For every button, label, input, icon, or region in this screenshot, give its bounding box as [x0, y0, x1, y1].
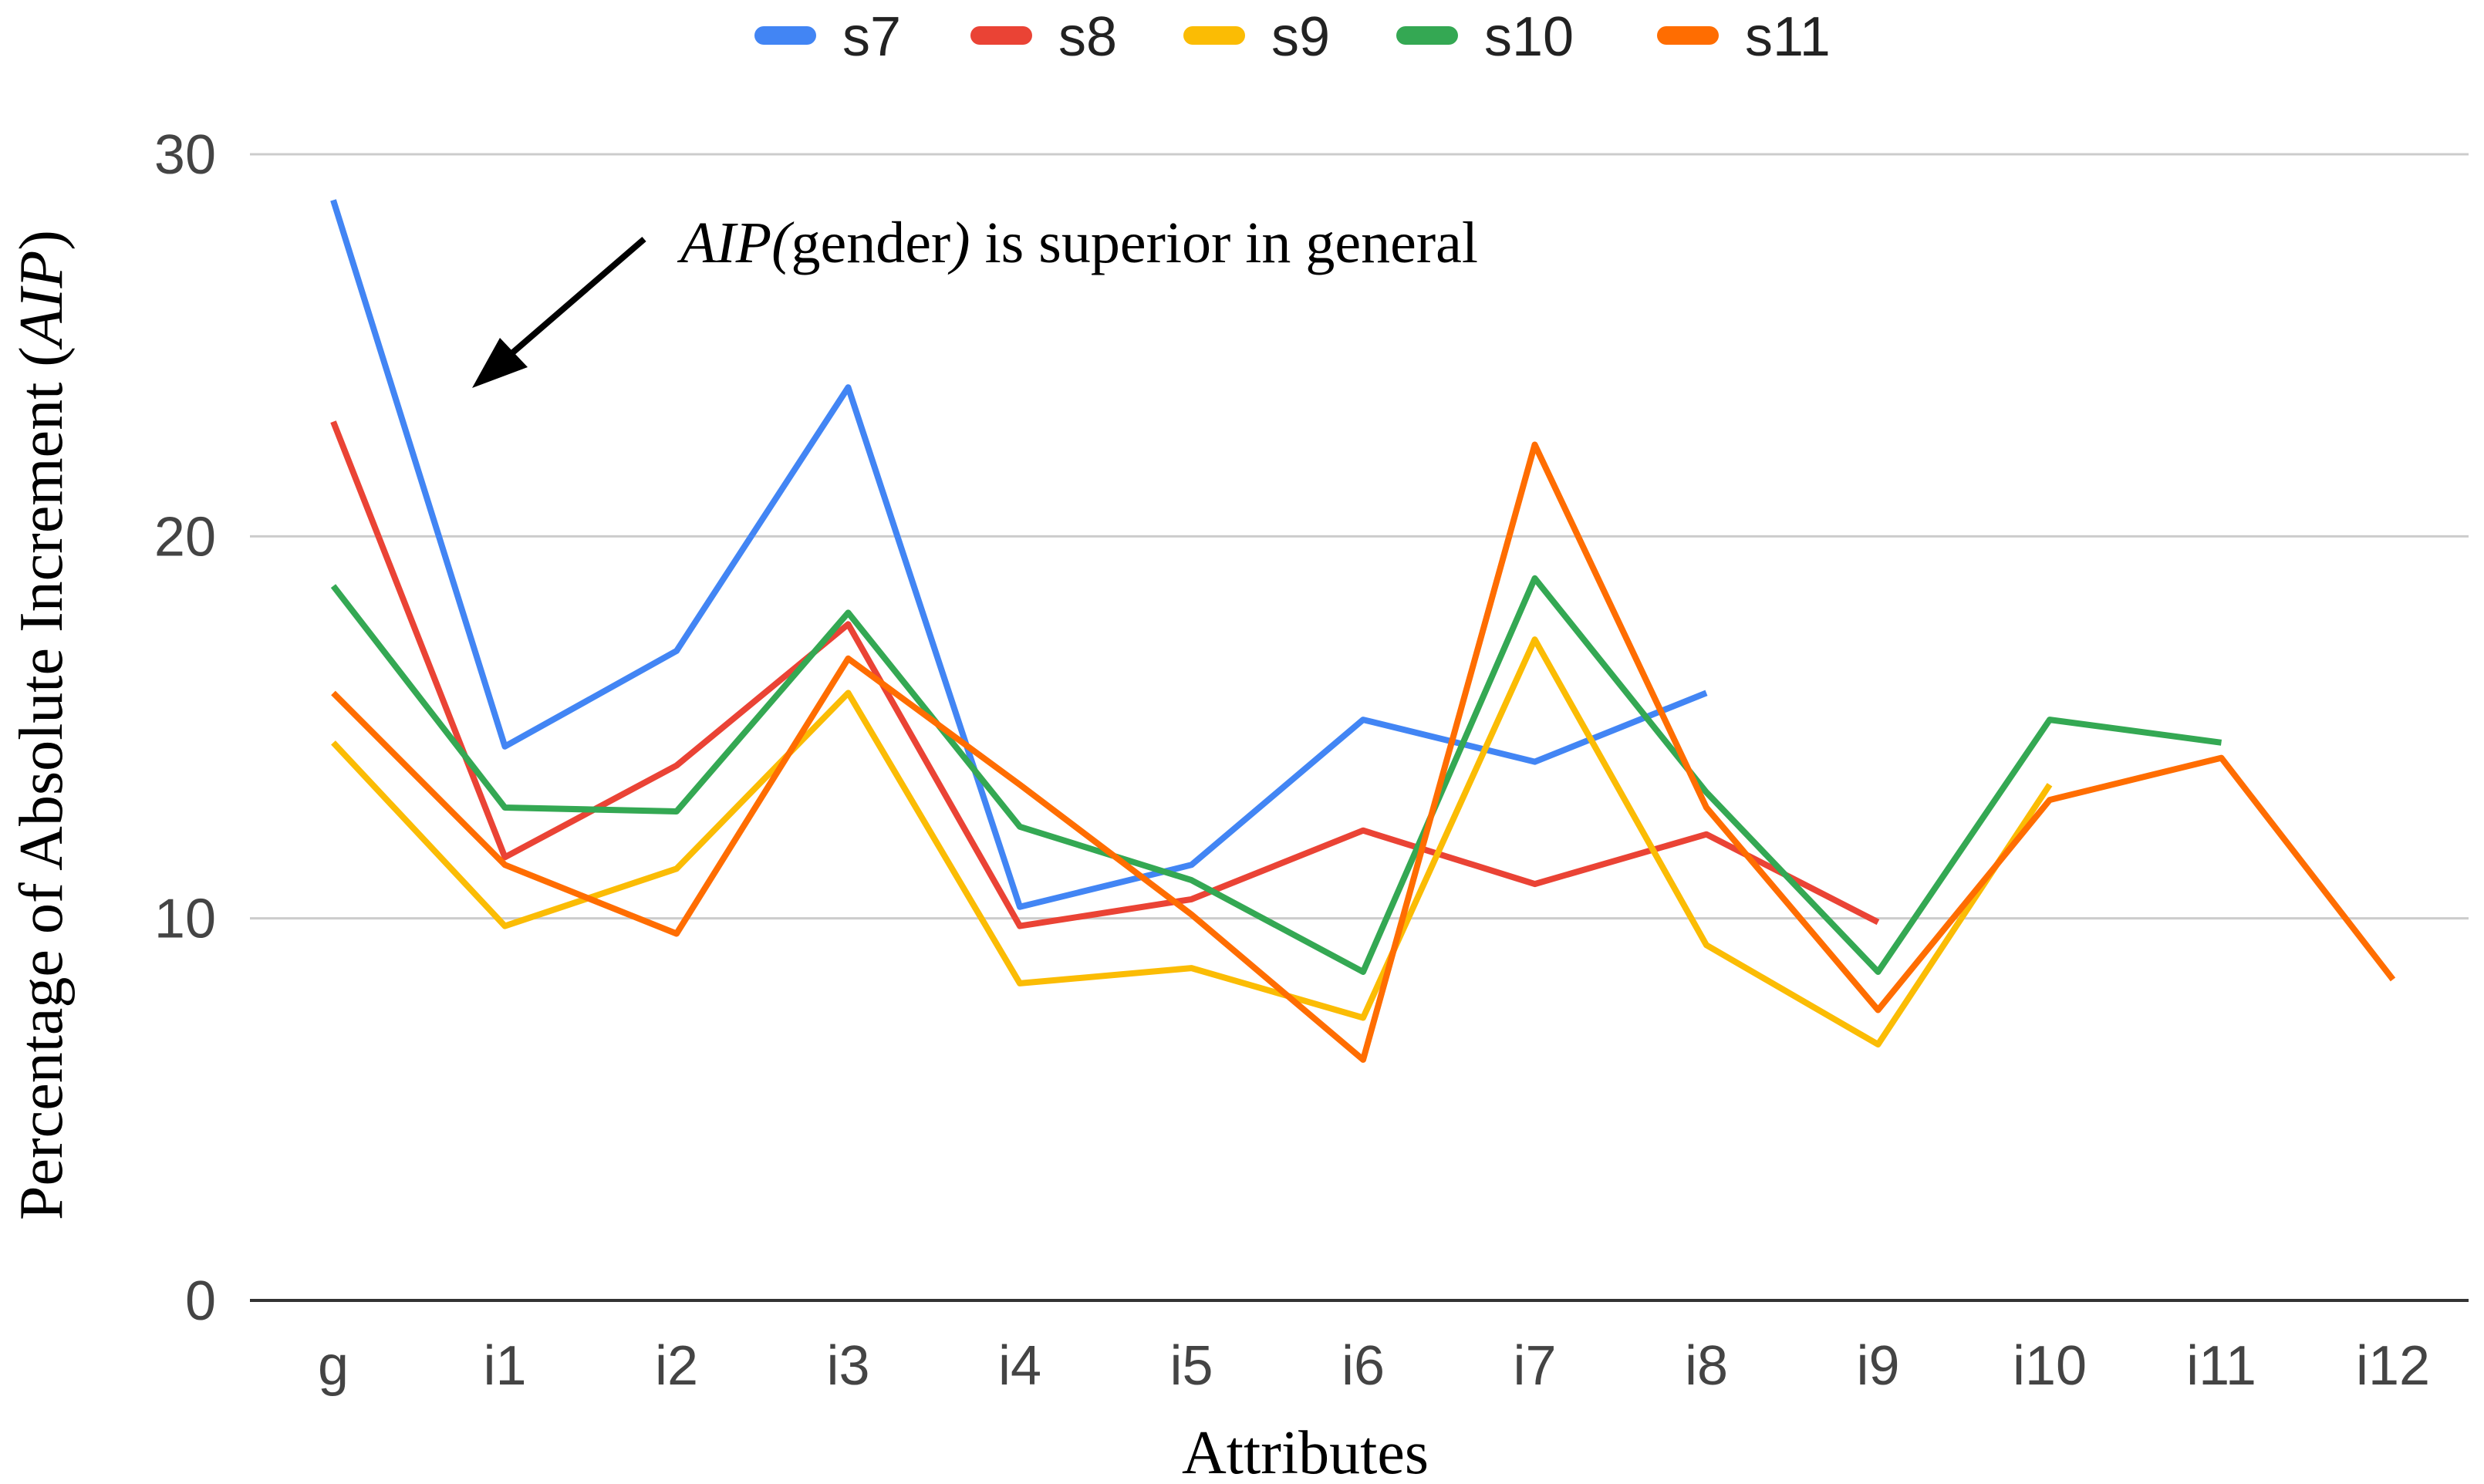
series-line-s11 — [331, 441, 2396, 1063]
annotation-italic-1: AIP( — [677, 211, 795, 275]
y-axis-ticks: 0 10 20 30 — [154, 124, 216, 1332]
legend-swatch-s11 — [1657, 26, 1719, 45]
x-tick-label: i12 — [2356, 1335, 2430, 1397]
series-line-s7 — [330, 199, 1708, 910]
y-tick-label: 20 — [154, 506, 216, 568]
x-tick-label: i8 — [1685, 1335, 1728, 1397]
series-line-s10 — [330, 575, 2222, 975]
legend: s7 s8 s9 s10 s11 — [754, 6, 1831, 68]
gridlines — [250, 153, 2469, 920]
x-axis-title: Attributes — [1182, 1419, 1429, 1484]
annotation-rest: is superior in general — [970, 211, 1478, 275]
annotation-text: AIP(gender) is superior in general — [677, 211, 1478, 275]
y-axis-title-prefix: Percentage of Absolute Increment ( — [8, 346, 76, 1220]
legend-label-s11: s11 — [1745, 6, 1831, 68]
y-tick-label: 10 — [154, 889, 216, 950]
y-axis-title-suffix: ) — [8, 230, 76, 251]
annotation-arrow-head — [472, 338, 528, 388]
annotation: AIP(gender) is superior in general — [472, 211, 1478, 388]
x-tick-label: i4 — [998, 1335, 1041, 1397]
x-tick-label: i3 — [826, 1335, 869, 1397]
x-tick-label: i6 — [1342, 1335, 1385, 1397]
series-lines — [330, 199, 2396, 1063]
x-tick-label: g — [318, 1335, 349, 1397]
x-axis-ticks: g i1 i2 i3 i4 i5 i6 i7 i8 i9 i10 i11 i12 — [318, 1335, 2430, 1397]
x-tick-label: i1 — [483, 1335, 526, 1397]
x-tick-label: i5 — [1169, 1335, 1213, 1397]
y-axis-title: Percentage of Absolute Increment (AIP) — [8, 230, 76, 1220]
legend-swatch-s7 — [754, 26, 816, 45]
legend-label-s9: s9 — [1271, 6, 1330, 68]
legend-swatch-s10 — [1396, 26, 1458, 45]
x-tick-label: i2 — [655, 1335, 698, 1397]
series-line-s9 — [331, 636, 2053, 1048]
legend-label-s7: s7 — [842, 6, 901, 68]
x-tick-label: i9 — [1856, 1335, 1899, 1397]
legend-swatch-s8 — [970, 26, 1032, 45]
annotation-italic-2: ) — [947, 211, 970, 275]
legend-swatch-s9 — [1183, 26, 1245, 45]
x-tick-label: i7 — [1513, 1335, 1556, 1397]
legend-label-s8: s8 — [1058, 6, 1117, 68]
legend-label-s10: s10 — [1484, 6, 1574, 68]
y-tick-label: 0 — [185, 1270, 216, 1332]
x-tick-label: i11 — [2186, 1335, 2256, 1397]
annotation-arrow-shaft — [501, 236, 646, 364]
x-tick-label: i10 — [2013, 1335, 2087, 1397]
y-axis-title-italic: AIP — [8, 251, 76, 350]
annotation-plain: gender — [791, 211, 950, 275]
y-tick-label: 30 — [154, 124, 216, 186]
